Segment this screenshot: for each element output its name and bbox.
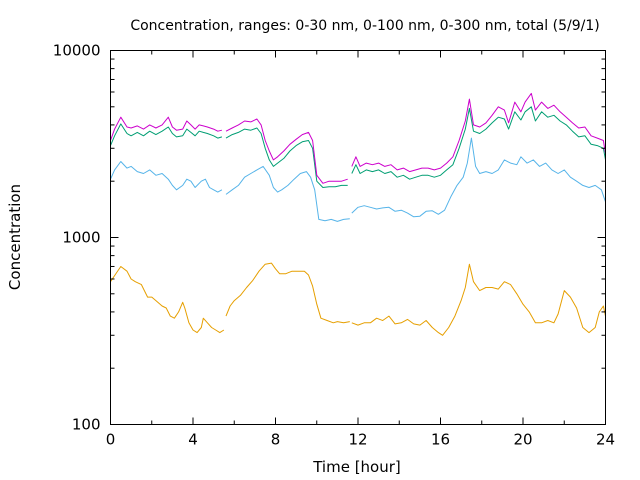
x-tick-label: 0	[106, 431, 116, 449]
y-tick-label: 1000	[62, 229, 100, 247]
series-line-1	[110, 262, 606, 336]
y-tick-label: 100	[72, 416, 101, 434]
series-layer	[110, 92, 606, 336]
x-tick-label: 16	[431, 431, 450, 449]
x-tick-label: 8	[271, 431, 281, 449]
x-tick-label: 20	[513, 431, 532, 449]
y-tick-label: 10000	[53, 42, 101, 60]
x-tick-label: 12	[348, 431, 367, 449]
chart-title: Concentration, ranges: 0-30 nm, 0-100 nm…	[130, 18, 599, 34]
series-line-2	[110, 137, 606, 222]
series-line-4	[110, 92, 606, 184]
x-tick-label: 4	[188, 431, 198, 449]
series-line-3	[110, 106, 606, 188]
x-tick-label: 24	[596, 431, 615, 449]
x-axis-label: Time [hour]	[312, 458, 401, 476]
y-axis-label: Concentration	[6, 184, 24, 290]
ticks-layer: 0 4 8 12 16 20 24 100 1000 10000	[53, 42, 615, 449]
